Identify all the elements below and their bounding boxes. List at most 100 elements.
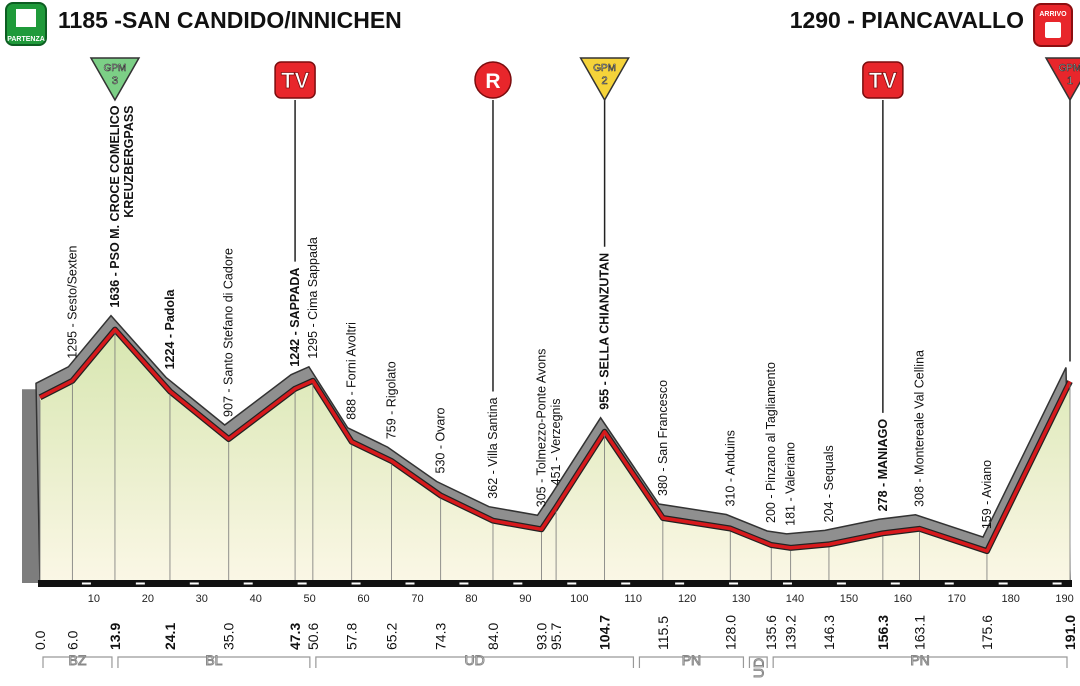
place-label: 200 - Pinzano al Tagliamento bbox=[764, 362, 778, 523]
place-label: 1295 - Sesto/Sexten bbox=[65, 245, 79, 358]
km-label: 47.3 bbox=[287, 623, 303, 650]
x-tick-label: 110 bbox=[624, 593, 642, 605]
km-label: 163.1 bbox=[912, 615, 928, 650]
region-label: PN bbox=[910, 652, 929, 668]
gpm-triangle bbox=[1044, 57, 1080, 102]
profile-line bbox=[39, 327, 1072, 553]
badge-circle: R bbox=[474, 61, 512, 392]
badge-tv: TV bbox=[862, 61, 904, 413]
place-label: 1242 - SAPPADA bbox=[288, 268, 302, 367]
gpm-number: 2 bbox=[602, 75, 608, 87]
km-label: 74.3 bbox=[433, 623, 449, 650]
place-label: 181 - Valeriano bbox=[784, 442, 798, 526]
x-tick-label: 190 bbox=[1055, 593, 1073, 605]
x-tick-label: 60 bbox=[357, 593, 369, 605]
region-label: BZ bbox=[69, 652, 87, 668]
km-label: 35.0 bbox=[221, 623, 237, 650]
r-text: R bbox=[485, 70, 500, 93]
place-label: 907 - Santo Stefano di Cadore bbox=[222, 248, 236, 417]
region-bracket bbox=[638, 656, 745, 668]
km-label: 95.7 bbox=[548, 623, 564, 650]
start-badge: PARTENZA bbox=[5, 2, 47, 46]
finish-badge-text: ARRIVO bbox=[1039, 11, 1067, 18]
place-label: 308 - Montereale Val Cellina bbox=[913, 350, 927, 507]
place-label: 362 - Villa Santina bbox=[486, 397, 500, 498]
region-bracket bbox=[42, 656, 113, 668]
profile-side bbox=[22, 389, 40, 583]
km-label: 50.6 bbox=[305, 623, 321, 650]
gpm-triangle bbox=[89, 57, 141, 102]
x-tick-label: 80 bbox=[465, 593, 477, 605]
km-label: 146.3 bbox=[821, 615, 837, 650]
km-label: 65.2 bbox=[384, 623, 400, 650]
start-title: 1185 -SAN CANDIDO/INNICHEN bbox=[58, 7, 402, 33]
km-label: 6.0 bbox=[64, 630, 80, 650]
x-tick-label: 40 bbox=[250, 593, 262, 605]
x-tick-label: 20 bbox=[142, 593, 154, 605]
tv-text: TV bbox=[869, 68, 897, 93]
region-label: PN bbox=[682, 652, 701, 668]
tv-box bbox=[862, 61, 904, 99]
tv-box bbox=[274, 61, 316, 99]
km-label: 139.2 bbox=[783, 615, 799, 650]
tv-text: TV bbox=[281, 68, 309, 93]
km-label: 0.0 bbox=[32, 630, 48, 650]
km-label: 57.8 bbox=[344, 623, 360, 650]
x-tick-label: 10 bbox=[88, 593, 100, 605]
x-axis bbox=[38, 580, 1072, 587]
x-tick-label: 70 bbox=[411, 593, 423, 605]
region-label: BL bbox=[205, 652, 222, 668]
x-tick-label: 30 bbox=[196, 593, 208, 605]
gpm-triangle bbox=[579, 57, 630, 102]
r-circle bbox=[474, 61, 512, 99]
km-label: 135.6 bbox=[763, 615, 779, 650]
place-label: 759 - Rigolato bbox=[385, 361, 399, 439]
region-bracket bbox=[315, 656, 635, 668]
gpm-text: GPM bbox=[1059, 63, 1080, 74]
place-label: 1295 - Cima Sappada bbox=[306, 237, 320, 359]
km-label: 115.5 bbox=[655, 616, 671, 650]
km-label: 191.0 bbox=[1062, 615, 1078, 650]
gpm-text: GPM bbox=[593, 63, 616, 74]
place-label: 278 - MANIAGO bbox=[876, 419, 890, 512]
badge-tv: TV bbox=[274, 61, 316, 262]
start-badge-text: PARTENZA bbox=[7, 36, 45, 43]
km-label: 84.0 bbox=[485, 623, 501, 650]
place-label: 305 - Tolmezzo-Ponte Avons bbox=[535, 349, 549, 508]
place-label: 204 - Sequals bbox=[822, 445, 836, 522]
x-tick-label: 160 bbox=[894, 593, 912, 605]
place-label: 159 - Aviano bbox=[980, 460, 994, 529]
place-label: 310 - Anduins bbox=[723, 430, 737, 506]
region-bracket bbox=[117, 656, 311, 668]
x-tick-label: 180 bbox=[1002, 593, 1020, 605]
region-bracket bbox=[748, 656, 768, 668]
x-tick-label: 90 bbox=[519, 593, 531, 605]
gpm-number: 1 bbox=[1067, 75, 1073, 87]
km-label: 93.0 bbox=[534, 623, 550, 650]
x-tick-label: 170 bbox=[948, 593, 966, 605]
place-label-extra: KREUZBERGPASS bbox=[122, 105, 136, 217]
km-label: 104.7 bbox=[597, 615, 613, 650]
km-label: 175.6 bbox=[979, 615, 995, 650]
x-tick-label: 100 bbox=[570, 593, 588, 605]
x-tick-label: 50 bbox=[304, 593, 316, 605]
place-label: 380 - San Francesco bbox=[656, 380, 670, 496]
region-label: UD bbox=[750, 658, 766, 678]
x-tick-label: 120 bbox=[678, 593, 696, 605]
km-label: 156.3 bbox=[875, 615, 891, 650]
km-label: 24.1 bbox=[162, 623, 178, 650]
km-label: 13.9 bbox=[107, 623, 123, 650]
place-label: 1636 - PSO M. CROCE COMELICO bbox=[108, 105, 122, 307]
km-label: 128.0 bbox=[722, 615, 738, 650]
x-tick-label: 150 bbox=[840, 593, 858, 605]
place-label: 530 - Ovaro bbox=[434, 407, 448, 473]
place-label: 888 - Forni Avoltri bbox=[345, 322, 359, 420]
gpm-text: GPM bbox=[104, 63, 127, 74]
region-bracket bbox=[772, 656, 1068, 668]
x-tick-label: 130 bbox=[732, 593, 750, 605]
x-tick-label: 140 bbox=[786, 593, 804, 605]
gpm-number: 3 bbox=[112, 75, 118, 87]
